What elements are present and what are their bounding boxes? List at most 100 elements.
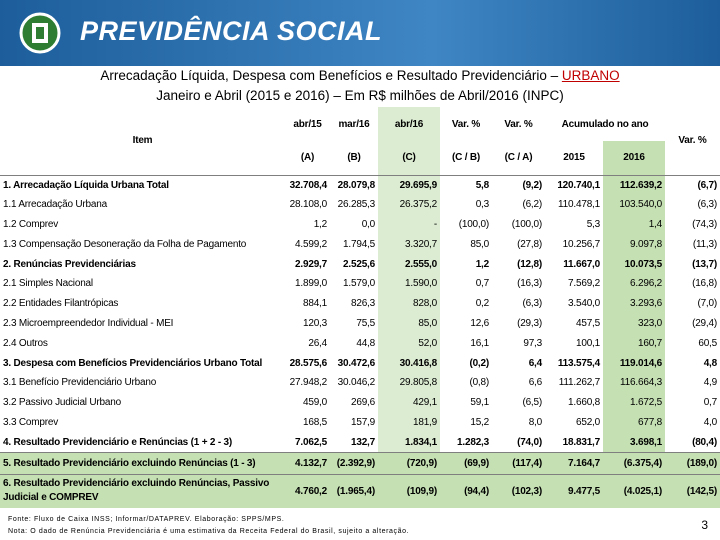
header-cell: (B)	[347, 152, 361, 164]
cell: 18.831,7	[562, 436, 601, 448]
cell: (69,9)	[440, 451, 492, 475]
title-text: Arrecadação Líquida, Despesa com Benefíc…	[100, 68, 562, 83]
cell: (29,3)	[517, 317, 542, 329]
header-row: (A) (B) (C) (C / B) (C / A) 2015 2016	[0, 141, 720, 175]
cell: 429,1	[378, 392, 440, 413]
row-label: 2. Renúncias Previdenciárias	[3, 258, 136, 270]
cell: 0,7	[475, 278, 490, 290]
cell: 113.575,4	[557, 357, 600, 369]
cell: 4,8	[703, 357, 718, 369]
cell: (80,4)	[692, 436, 717, 448]
table-row: 2. Renúncias Previdenciárias 2.929,7 2.525…	[0, 254, 720, 274]
row-label: 3.3 Comprev	[3, 416, 59, 428]
header-cell: (C)	[378, 141, 440, 175]
cell: 28.108,0	[289, 199, 328, 211]
title-highlight: URBANO	[561, 68, 620, 83]
cell: 110.478,1	[558, 199, 600, 211]
cell: 3.698,1	[603, 432, 665, 453]
cell: 120.740,1	[557, 179, 600, 191]
cell: 652,0	[575, 416, 600, 428]
cell: 0,7	[703, 397, 718, 409]
cell: 4.760,2	[285, 473, 330, 509]
cell: 116.664,3	[603, 372, 665, 393]
cell: 157,9	[350, 416, 375, 428]
cell: 100,1	[575, 337, 600, 349]
cell: (6,5)	[522, 397, 542, 409]
cell: (142,5)	[665, 473, 720, 509]
cell: 7.164,7	[545, 451, 603, 475]
cell: (29,4)	[692, 317, 717, 329]
cell: 11.667,0	[563, 258, 600, 270]
table-row: 1.3 Compensação Desoneração da Folha de …	[0, 234, 720, 255]
title-line1: Arrecadação Líquida, Despesa com Benefíc…	[0, 68, 720, 83]
title-line2: Janeiro e Abril (2015 e 2016) – Em R$ mi…	[156, 88, 564, 103]
cell: 85,0	[470, 238, 489, 250]
cell: (4.025,1)	[603, 473, 665, 509]
table-row: 3. Despesa com Benefícios Previdenciário…	[0, 353, 720, 373]
cell: 1.672,5	[603, 392, 665, 413]
row-label: 4. Resultado Previdenciário e Renúncias …	[3, 436, 233, 448]
cell: 2.525,6	[343, 258, 375, 270]
cell: (100,0)	[458, 218, 489, 230]
cell: 1.590,0	[378, 273, 440, 294]
cell: 26,4	[308, 337, 327, 349]
row-label: 1. Arrecadação Líquida Urbana Total	[3, 179, 169, 191]
table-row: 3.1 Benefício Previdenciário Urbano 27.94…	[0, 372, 720, 393]
header-cell: (C / B)	[451, 152, 481, 164]
cell: 4.132,7	[285, 451, 330, 475]
cell: 16,1	[470, 337, 489, 349]
cell: 1,4	[603, 214, 665, 235]
cell: 111.262,7	[558, 377, 600, 389]
cell: 1.579,0	[343, 278, 375, 290]
cell: 2.555,0	[378, 254, 440, 274]
row-label: 2.2 Entidades Filantrópicas	[3, 298, 119, 310]
cell: 10.256,7	[562, 238, 601, 250]
cell: 1,2	[475, 258, 490, 270]
cell: 1,2	[313, 218, 328, 230]
logo-text: PREVIDÊNCIA SOCIAL	[80, 16, 383, 46]
row-label: 2.3 Microempreendedor Individual - MEI	[3, 317, 174, 329]
cell: 457,5	[575, 317, 600, 329]
source: Fonte: Fluxo de Caixa INSS; Informar/DAT…	[8, 516, 285, 523]
table-row: 1. Arrecadação Líquida Urbana Total 32.70…	[0, 175, 720, 195]
header-cell: 2016	[603, 141, 665, 175]
cell: (117,4)	[492, 451, 545, 475]
cell: 5,8	[475, 179, 490, 191]
cell: (6,3)	[522, 298, 542, 310]
cell: 6.296,2	[603, 273, 665, 294]
header-cell: abr/15	[293, 118, 322, 130]
header-cell: Var. %	[678, 135, 707, 147]
cell: (2.392,9)	[330, 451, 378, 475]
cell: 828,0	[378, 293, 440, 314]
header-cell: Var. %	[451, 118, 481, 130]
cell: 85,0	[378, 313, 440, 334]
header-cell: Item	[132, 135, 153, 147]
row-label: 1.2 Comprev	[3, 218, 59, 230]
cell: 103.540,0	[603, 194, 665, 215]
cell: 8,0	[528, 416, 543, 428]
cell: 3.320,7	[378, 234, 440, 255]
cell: 10.073,5	[603, 254, 665, 274]
cell: 1.282,3	[457, 436, 489, 448]
cell: 75,5	[356, 317, 375, 329]
cell: 12,6	[470, 317, 489, 329]
table-row: 1.1 Arrecadação Urbana 28.108,0 26.285,3 26…	[0, 194, 720, 215]
row-label: 6. Resultado Previdenciário excluindo Re…	[0, 473, 285, 509]
cell: 28.079,8	[337, 179, 376, 191]
table-row: 3.2 Passivo Judicial Urbano 459,0 269,6 429…	[0, 392, 720, 413]
row-label: 3.2 Passivo Judicial Urbano	[3, 397, 121, 409]
cell: (27,8)	[517, 238, 542, 250]
cell: 2.929,7	[295, 258, 327, 270]
cell: 3.293,6	[603, 293, 665, 314]
cell: (1.965,4)	[330, 473, 378, 509]
table-row: 6. Resultado Previdenciário excluindo Re…	[0, 473, 720, 509]
cell: 7.569,2	[568, 278, 600, 290]
cell: (74,3)	[692, 218, 717, 230]
table-row: 5. Resultado Previdenciário excluindo Re…	[0, 451, 720, 475]
cell: 6,6	[528, 377, 543, 389]
cell: 459,0	[302, 397, 327, 409]
cell: 7.062,5	[295, 436, 327, 448]
cell: (102,3)	[492, 473, 545, 509]
row-label: 2.4 Outros	[3, 337, 48, 349]
